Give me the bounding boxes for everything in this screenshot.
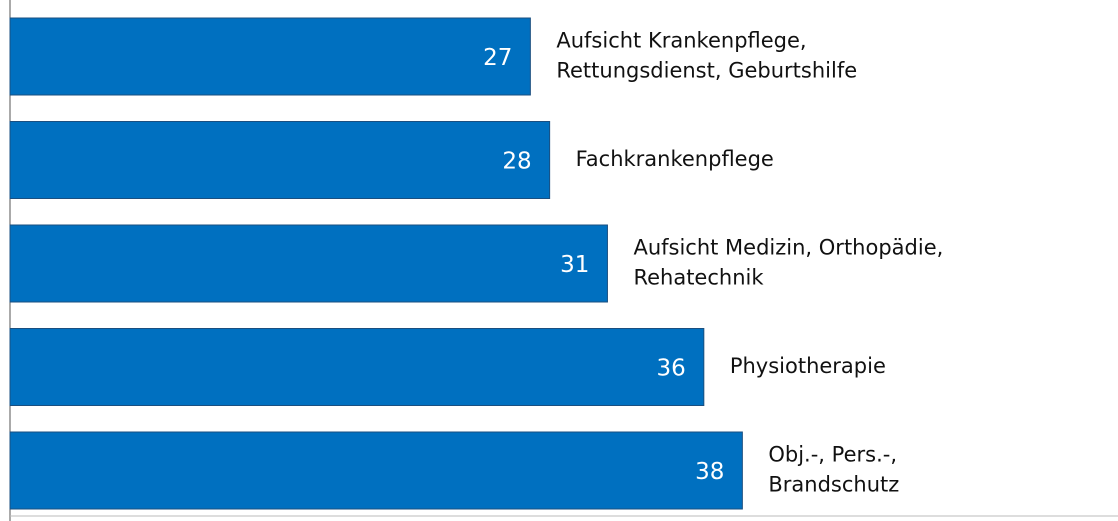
bar: [9, 224, 608, 303]
category-label: Obj.-, Pers.-,: [768, 443, 897, 467]
category-label: Aufsicht Krankenpflege,: [556, 29, 806, 53]
category-label: Physiotherapie: [730, 354, 886, 378]
value-label: 36: [657, 356, 686, 382]
category-label: Rettungsdienst, Geburtshilfe: [556, 59, 857, 83]
category-label: Brandschutz: [768, 473, 899, 497]
value-label: 27: [483, 45, 512, 71]
bar: [9, 121, 551, 199]
bar: [9, 328, 705, 406]
value-label: 31: [560, 252, 589, 278]
bar: [9, 431, 743, 510]
category-label: Fachkrankenpflege: [576, 147, 774, 171]
value-label: 38: [695, 459, 724, 485]
bar: [9, 17, 531, 96]
category-label: Aufsicht Medizin, Orthopädie,: [633, 236, 943, 260]
value-label: 28: [502, 149, 531, 175]
category-label: Rehatechnik: [633, 266, 764, 290]
